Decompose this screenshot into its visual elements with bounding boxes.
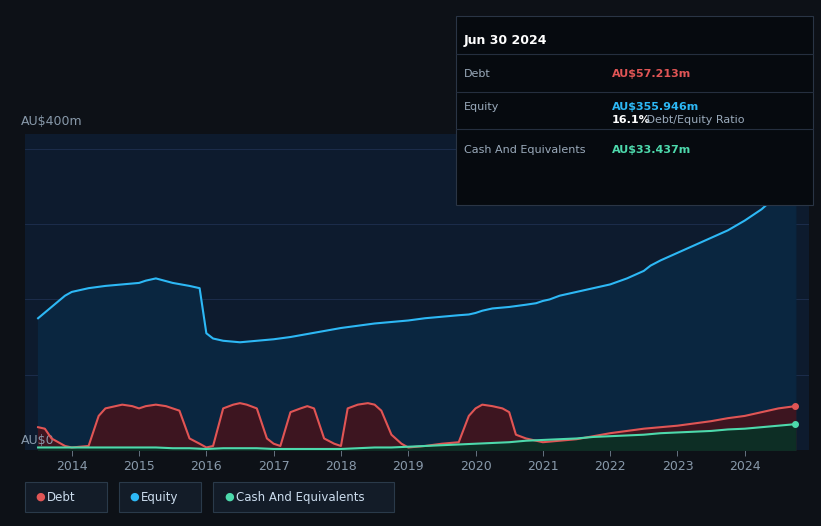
Text: Cash And Equivalents: Cash And Equivalents [236,491,365,503]
Text: AU$0: AU$0 [21,433,54,447]
Text: 16.1%: 16.1% [612,115,650,125]
Text: Debt: Debt [47,491,76,503]
Text: AU$33.437m: AU$33.437m [612,145,691,155]
Text: Equity: Equity [464,102,499,112]
Text: ●: ● [224,492,234,502]
Text: ●: ● [130,492,140,502]
Text: AU$57.213m: AU$57.213m [612,69,691,79]
Text: Debt/Equity Ratio: Debt/Equity Ratio [643,115,745,125]
Text: Jun 30 2024: Jun 30 2024 [464,34,548,47]
Text: AU$400m: AU$400m [21,115,82,128]
Text: AU$355.946m: AU$355.946m [612,102,699,112]
Text: ●: ● [35,492,45,502]
Text: Cash And Equivalents: Cash And Equivalents [464,145,585,155]
Text: Equity: Equity [141,491,179,503]
Text: Debt: Debt [464,69,491,79]
